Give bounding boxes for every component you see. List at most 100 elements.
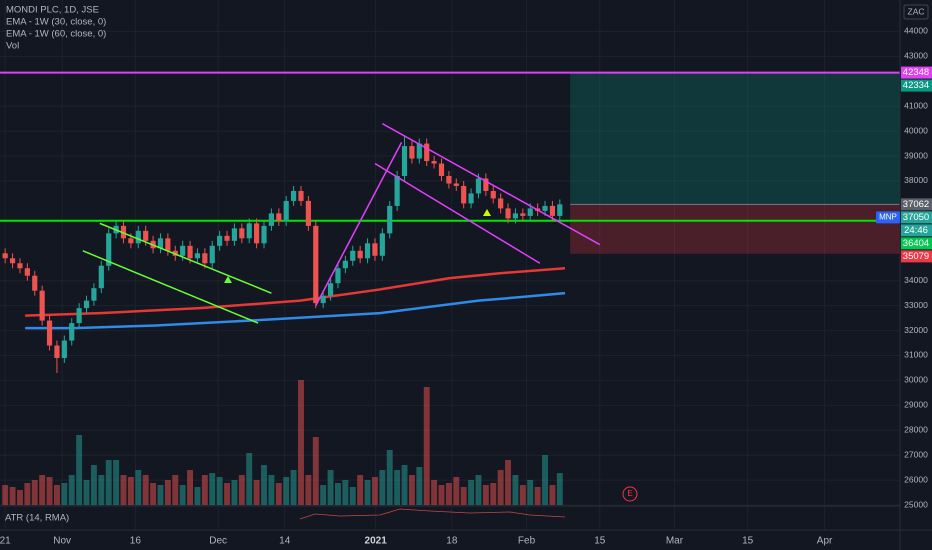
volume-bar	[90, 465, 97, 505]
candle-body	[364, 243, 371, 259]
candle-body	[106, 233, 112, 266]
volume-bar	[312, 437, 319, 505]
volume-bar	[371, 477, 378, 505]
price-tags: 42348 42334 37062 MNP 37050 24:46 36404 35079	[876, 66, 932, 263]
candle-body	[9, 258, 16, 264]
candle-body	[357, 250, 363, 259]
candle-body	[298, 190, 304, 201]
candle-body	[409, 146, 415, 159]
currency-box	[903, 4, 929, 20]
y-tick-label: 25000	[904, 499, 928, 509]
trend-line	[381, 122, 601, 246]
y-tick-label: 27000	[904, 449, 928, 459]
y-tick-label: 40000	[904, 125, 928, 135]
candle-body	[505, 208, 511, 219]
x-tick-label: Mar	[666, 536, 684, 547]
volume-bar	[416, 467, 423, 505]
time-axis	[0, 530, 932, 550]
candle-body	[446, 176, 452, 184]
volume-bar	[298, 380, 304, 505]
drawings	[82, 122, 601, 324]
volume-bar	[305, 475, 312, 505]
volume-bar	[453, 477, 460, 505]
y-tick-label: 26000	[904, 474, 928, 484]
candle-body	[69, 323, 75, 341]
volume-bar	[401, 465, 408, 505]
volume-bar	[224, 483, 230, 505]
volume-bar	[113, 460, 120, 505]
candle-body	[39, 290, 45, 321]
candle-body	[46, 320, 53, 346]
candle-body	[327, 283, 334, 296]
volume-bar	[105, 460, 112, 505]
volume-bar	[164, 480, 171, 505]
candle-body	[431, 161, 437, 164]
volume-bar	[120, 475, 127, 505]
candle-body	[246, 223, 252, 239]
volume-bar	[209, 473, 216, 505]
volume-bar	[68, 475, 75, 505]
candle-body	[202, 253, 208, 264]
candle-body	[180, 245, 186, 256]
volume-bar	[76, 435, 83, 505]
candle-body	[261, 225, 267, 244]
volume-bar	[238, 475, 245, 505]
candle-body	[453, 183, 459, 186]
candle-body	[438, 163, 445, 177]
y-tick-label: 39000	[904, 150, 928, 160]
y-tick-label: 34000	[904, 275, 928, 285]
y-tick-label: 32000	[904, 325, 928, 335]
volume-bar	[187, 470, 194, 505]
signal-marker	[483, 209, 491, 216]
candle-body	[276, 213, 282, 221]
volume-bar	[9, 487, 16, 505]
y-tick-label: 44000	[904, 26, 928, 36]
volume-bar	[519, 485, 526, 505]
candle-body	[401, 146, 408, 177]
volume-bar	[246, 453, 253, 505]
legend-entry: EMA - 1W (60, close, 0)	[6, 29, 106, 40]
volume-bar	[39, 475, 46, 505]
candle-body	[283, 200, 289, 221]
volume-bar	[482, 485, 489, 505]
volume-bar	[283, 477, 290, 505]
volume-bar	[261, 465, 267, 505]
volume-bar	[53, 485, 60, 505]
candle-body	[239, 228, 245, 239]
candle-body	[549, 205, 556, 216]
candle-body	[542, 205, 548, 211]
axes: 25000 26000 27000 28000 29000 30000 31000 32000…	[0, 26, 928, 547]
candles	[2, 136, 563, 373]
candle-body	[483, 178, 489, 191]
price-tag-bg	[901, 198, 932, 211]
volume-bar	[98, 475, 105, 505]
y-tick-label: 31000	[904, 350, 928, 360]
candle-body	[187, 245, 193, 259]
volume-bar	[253, 480, 260, 505]
volume-bar	[490, 483, 497, 505]
volume-bar	[505, 460, 512, 505]
volume-bar	[342, 480, 349, 505]
candle-body	[335, 268, 341, 284]
y-tick-label: 29000	[904, 400, 928, 410]
volume-bar	[150, 483, 157, 505]
x-tick-label: 14	[279, 536, 291, 547]
volume-bar	[24, 483, 31, 505]
volume-bar	[386, 450, 393, 505]
candle-body	[461, 185, 467, 204]
volume-bar	[394, 470, 401, 505]
volume-bar	[135, 470, 142, 505]
volume-bar	[497, 470, 504, 505]
candle-body	[424, 143, 430, 162]
candle-body	[2, 253, 8, 259]
chart-title: MONDI PLC, 1D, JSE	[6, 5, 99, 16]
candle-body	[165, 238, 171, 251]
ema-line	[25, 291, 566, 330]
candle-body	[379, 233, 385, 256]
candle-body	[17, 263, 23, 269]
signal-marker	[224, 276, 232, 283]
candle-body	[305, 200, 311, 226]
volume-bar	[61, 483, 68, 505]
price-tag-label: 37050	[903, 212, 929, 223]
price-tag-label: 36404	[903, 238, 929, 249]
